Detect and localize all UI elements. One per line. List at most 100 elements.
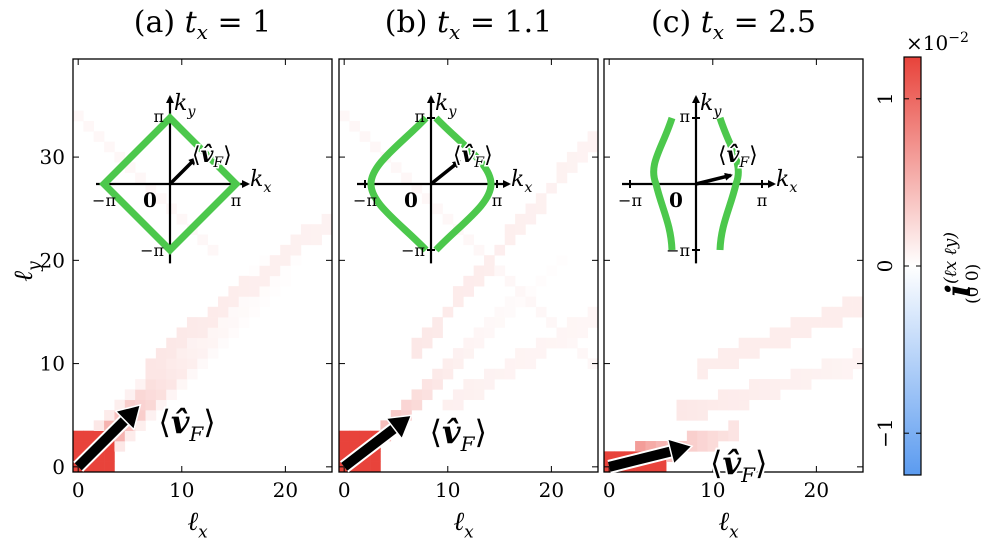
heatmap-cell [525,203,537,215]
x-axis-label-main: ℓ [718,507,729,537]
heatmap-cell [614,451,626,462]
heatmap-cell [717,348,729,359]
heatmap-cell [124,399,136,411]
heatmap-cell [494,317,506,328]
ky-label-main: k [174,91,187,116]
heatmap-cell [556,162,568,173]
heatmap-cell [484,379,495,390]
heatmap-cell [749,379,760,390]
colorbar-multiplier-exp: −2 [948,30,969,46]
plot-frame [72,58,333,473]
heatmap-cell [442,306,454,318]
heatmap-cell [645,461,657,473]
inset-vF-sub: F [212,155,224,171]
heatmap-cell [655,441,667,452]
heatmap-cell [504,224,516,235]
inset-vF-arrow [429,160,461,186]
heatmap-cell [259,275,271,287]
heatmap-cell [484,317,495,328]
x-tick-label: 0 [338,478,351,502]
heatmap-cell [546,317,557,328]
heatmap-cell [197,358,208,370]
heatmap-cell [124,430,136,442]
inset-vF-close: ⟩ [749,143,758,168]
colorbar-tick-label: −1 [873,418,897,447]
heatmap-cell [197,348,208,359]
vF-label-sub: F [740,463,756,487]
heatmap-cell [821,306,833,318]
heatmap-cell [535,203,547,215]
panel-title-param: t [185,5,198,40]
heatmap-cell [339,441,350,452]
heatmap-cell [421,379,433,390]
heatmap-cell [473,389,485,401]
heatmap-cell [515,286,526,297]
heatmap-cell [473,244,485,256]
heatmap-cell [280,244,291,256]
heatmap-cell [300,234,312,246]
vF-label-close: ⟩ [203,403,215,441]
vF-label-close: ⟩ [474,413,486,451]
heatmap-cell [269,286,281,297]
heatmap-cell [707,430,719,442]
heatmap-cell [135,420,146,431]
heatmap-cell [104,451,115,462]
vF-label-sub: F [188,422,204,446]
kx-label-main: k [511,167,524,192]
heatmap-cell [411,348,423,359]
vF-label-open: ⟨ [710,444,722,482]
heatmap-cell [218,296,229,308]
heatmap-cell [831,306,843,318]
heatmap-cell [411,399,423,411]
kx-label: kx [250,167,271,196]
colorbar-label-main: i [939,284,979,297]
heatmap-cell [349,430,361,442]
heatmap-cell [842,358,853,370]
heatmap-cell [166,337,177,349]
pi-label-y: π [414,107,425,126]
heatmap-cell [359,131,371,142]
pi-label-x: π [231,191,242,210]
heatmap-cell [249,275,260,287]
heatmap-cell [311,234,322,246]
heatmap-cell [504,296,516,308]
heatmap-cell [145,410,157,421]
heatmap-cell [176,379,188,390]
kx-label: kx [511,167,532,196]
heatmap-cell [473,265,485,277]
heatmap-cell [697,368,708,380]
inset-vF-open: ⟨ [718,143,727,168]
heatmap-cell [645,441,657,452]
heatmap-cell [259,265,271,277]
heatmap-cell [566,337,578,349]
inset-vF-label: ⟨v̂F⟩ [192,142,232,171]
heatmap-cell [738,337,750,349]
heatmap-cell [535,306,547,318]
heatmap-cell [114,441,126,452]
minus-pi-label-y: −π [666,241,690,260]
heatmap-cell [197,327,208,339]
heatmap-cell [484,265,495,277]
heatmap-cell [577,141,588,153]
heatmap-cell [73,110,84,122]
ky-label-sub: y [186,104,196,120]
heatmap-cell [135,379,146,390]
heatmap-cell [821,368,833,380]
x-axis-label-sub: x [198,521,208,541]
heatmap-cell [635,461,646,473]
plot-frame [338,58,599,473]
x-axis-label-sub: x [464,521,474,541]
heatmap-cell [290,244,302,256]
vF-label-v: v̂ [171,403,190,441]
heatmap-cell [790,368,802,380]
heatmap-cell [800,368,812,380]
heatmap-cell [104,410,115,421]
heatmap-cell [494,244,506,256]
heatmap-cell [411,337,423,349]
fermi-contour-left [650,116,676,251]
heatmap-cell [186,327,198,339]
heatmap-cell [811,317,822,328]
